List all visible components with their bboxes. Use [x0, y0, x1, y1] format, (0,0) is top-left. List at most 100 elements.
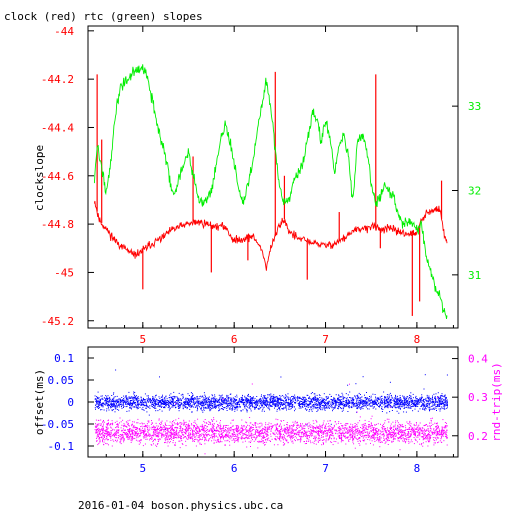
scatter-point — [119, 398, 121, 400]
scatter-point — [346, 397, 348, 399]
scatter-point — [161, 426, 162, 428]
scatter-point — [191, 411, 193, 413]
scatter-point — [321, 399, 323, 401]
scatter-point — [445, 396, 447, 398]
scatter-point — [149, 398, 151, 400]
scatter-point — [356, 403, 358, 405]
scatter-point — [156, 445, 158, 447]
scatter-point — [204, 398, 206, 400]
scatter-point — [251, 401, 253, 403]
scatter-point — [398, 406, 400, 408]
scatter-point — [212, 427, 214, 428]
scatter-point — [126, 397, 128, 398]
scatter-point — [353, 426, 355, 428]
scatter-point — [424, 405, 426, 407]
scatter-point — [380, 441, 382, 443]
scatter-point — [164, 402, 166, 404]
scatter-point — [310, 406, 312, 408]
scatter-point — [177, 422, 178, 424]
scatter-point — [159, 405, 161, 407]
scatter-point — [362, 400, 364, 402]
scatter-point — [252, 402, 254, 404]
scatter-point — [268, 407, 270, 409]
scatter-point — [290, 403, 292, 405]
scatter-point — [297, 396, 299, 398]
scatter-point — [139, 423, 141, 425]
scatter-point — [97, 431, 99, 433]
scatter-point — [245, 404, 247, 406]
scatter-point — [313, 403, 315, 405]
scatter-point — [124, 433, 126, 435]
scatter-point — [194, 402, 196, 404]
scatter-point — [201, 425, 203, 427]
scatter-point — [176, 423, 178, 425]
scatter-point — [309, 398, 311, 400]
scatter-point — [250, 408, 252, 410]
scatter-point — [151, 404, 153, 405]
scatter-point — [366, 392, 367, 393]
scatter-point — [399, 408, 401, 409]
scatter-point — [190, 432, 192, 434]
scatter-point — [190, 401, 192, 403]
scatter-point — [312, 441, 314, 443]
scatter-point — [366, 431, 368, 433]
scatter-point — [303, 398, 305, 400]
scatter-point — [374, 400, 376, 402]
scatter-point — [165, 395, 167, 397]
bottom-y2label: rnd-trip(ms) — [490, 362, 503, 441]
scatter-point — [117, 437, 119, 439]
scatter-point — [195, 438, 197, 440]
scatter-point — [342, 408, 344, 409]
scatter-point — [114, 437, 116, 439]
scatter-point — [221, 399, 222, 401]
scatter-point — [332, 408, 334, 410]
scatter-point — [361, 401, 363, 402]
scatter-point — [363, 423, 365, 425]
scatter-point — [120, 399, 122, 401]
scatter-point — [302, 396, 304, 398]
scatter-point — [382, 427, 384, 429]
scatter-point — [234, 428, 236, 430]
scatter-point — [409, 425, 411, 426]
scatter-point — [163, 406, 165, 408]
scatter-point — [208, 400, 210, 402]
scatter-point — [248, 407, 250, 409]
scatter-point — [311, 405, 313, 407]
scatter-point — [236, 394, 238, 396]
scatter-point — [130, 400, 132, 402]
scatter-point — [213, 435, 215, 437]
scatter-point — [184, 425, 186, 427]
scatter-point — [247, 434, 249, 436]
scatter-point — [202, 429, 204, 431]
scatter-point — [169, 421, 171, 423]
scatter-point — [443, 426, 445, 428]
scatter-point — [204, 431, 206, 432]
scatter-point — [422, 436, 424, 438]
scatter-point — [160, 430, 162, 432]
scatter-point — [220, 395, 222, 397]
scatter-point — [334, 402, 336, 403]
scatter-point — [325, 434, 327, 436]
scatter-point — [225, 400, 227, 402]
scatter-point — [323, 433, 324, 435]
scatter-point — [234, 406, 235, 408]
scatter-point — [266, 403, 268, 405]
scatter-point — [420, 399, 422, 401]
scatter-point — [388, 403, 390, 405]
scatter-point — [315, 427, 317, 428]
scatter-point — [173, 391, 175, 393]
scatter-point — [161, 396, 163, 398]
scatter-point — [365, 406, 367, 408]
scatter-point — [228, 436, 230, 438]
scatter-point — [251, 383, 253, 385]
scatter-point — [341, 440, 343, 442]
scatter-point — [164, 397, 166, 399]
scatter-point — [292, 404, 294, 406]
scatter-point — [369, 405, 371, 407]
scatter-point — [174, 407, 176, 409]
scatter-point — [168, 427, 170, 429]
scatter-point — [132, 437, 134, 439]
scatter-point — [372, 393, 374, 395]
scatter-point — [175, 434, 176, 436]
